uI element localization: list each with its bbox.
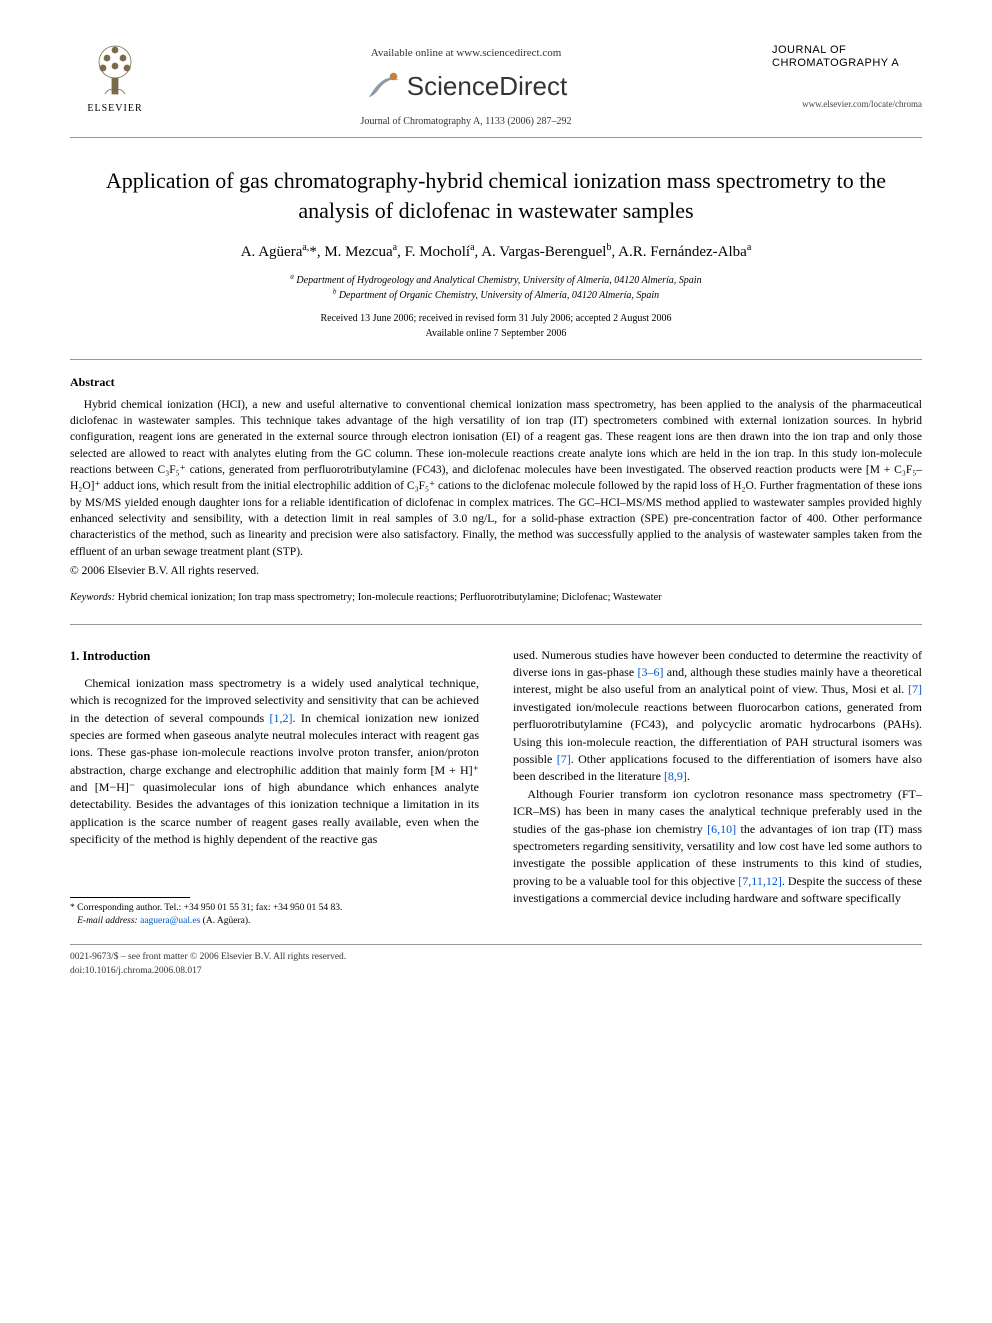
journal-citation-line: Journal of Chromatography A, 1133 (2006)… <box>160 115 772 129</box>
abstract-heading: Abstract <box>70 374 922 391</box>
elsevier-logo-block: ELSEVIER <box>70 40 160 116</box>
email-link[interactable]: aaguera@ual.es <box>140 916 200 926</box>
elsevier-tree-icon <box>85 40 145 100</box>
footer-meta: 0021-9673/$ – see front matter © 2006 El… <box>70 951 922 978</box>
available-date: Available online 7 September 2006 <box>426 328 567 339</box>
article-dates: Received 13 June 2006; received in revis… <box>70 311 922 341</box>
sciencedirect-swoosh-icon <box>365 67 403 105</box>
elsevier-label: ELSEVIER <box>87 102 142 116</box>
footnote-separator <box>70 897 190 898</box>
corresponding-author-footnote: * Corresponding author. Tel.: +34 950 01… <box>70 902 479 929</box>
sciencedirect-text: ScienceDirect <box>407 68 567 104</box>
available-online-text: Available online at www.sciencedirect.co… <box>160 46 772 61</box>
journal-name-line1: JOURNAL OF <box>772 44 846 56</box>
affiliation-b: Department of Organic Chemistry, Univers… <box>339 290 659 301</box>
ref-link-3-6[interactable]: [3–6] <box>637 665 663 679</box>
intro-para-2-right: Although Fourier transform ion cyclotron… <box>513 786 922 908</box>
column-right: used. Numerous studies have however been… <box>513 647 922 929</box>
ref-link-7a[interactable]: [7] <box>908 682 922 696</box>
ref-link-1-2[interactable]: [1,2] <box>270 711 293 725</box>
footnote-tel-fax: * Corresponding author. Tel.: +34 950 01… <box>70 902 479 915</box>
abstract-body: Hybrid chemical ionization (HCI), a new … <box>70 397 922 560</box>
divider-top <box>70 359 922 360</box>
column-left: 1. Introduction Chemical ionization mass… <box>70 647 479 929</box>
body-columns: 1. Introduction Chemical ionization mass… <box>70 647 922 929</box>
keywords-line: Keywords: Hybrid chemical ionization; Io… <box>70 591 922 606</box>
keywords-label: Keywords: <box>70 592 115 603</box>
intro-para-1-right: used. Numerous studies have however been… <box>513 647 922 786</box>
email-label: E-mail address: <box>77 916 138 926</box>
title-block: Application of gas chromatography-hybrid… <box>70 166 922 340</box>
doi-line: doi:10.1016/j.chroma.2006.08.017 <box>70 965 922 978</box>
keywords-text: Hybrid chemical ionization; Ion trap mas… <box>118 592 662 603</box>
intro-para-1-left: Chemical ionization mass spectrometry is… <box>70 675 479 849</box>
journal-header: ELSEVIER Available online at www.science… <box>70 40 922 138</box>
received-date: Received 13 June 2006; received in revis… <box>320 313 671 324</box>
email-author-name: (A. Agüera). <box>203 916 251 926</box>
footer-separator: 0021-9673/$ – see front matter © 2006 El… <box>70 944 922 978</box>
abstract-copyright: © 2006 Elsevier B.V. All rights reserved… <box>70 563 922 579</box>
divider-bottom <box>70 624 922 625</box>
authors-list: A. Agüeraa,*, M. Mezcuaa, F. Mocholía, A… <box>70 242 922 263</box>
journal-name: JOURNAL OF CHROMATOGRAPHY A <box>772 44 922 70</box>
journal-name-line2: CHROMATOGRAPHY A <box>772 57 899 69</box>
sciencedirect-logo: ScienceDirect <box>160 67 772 105</box>
affiliations: a Department of Hydrogeology and Analyti… <box>70 273 922 303</box>
right-header: JOURNAL OF CHROMATOGRAPHY A www.elsevier… <box>772 40 922 111</box>
ref-link-6-10[interactable]: [6,10] <box>707 822 736 836</box>
footnote-email-line: E-mail address: aaguera@ual.es (A. Agüer… <box>70 915 479 928</box>
journal-url: www.elsevier.com/locate/chroma <box>772 98 922 111</box>
ref-link-7b[interactable]: [7] <box>557 752 571 766</box>
issn-line: 0021-9673/$ – see front matter © 2006 El… <box>70 951 922 964</box>
ref-link-8-9[interactable]: [8,9] <box>664 769 687 783</box>
center-header: Available online at www.sciencedirect.co… <box>160 40 772 129</box>
abstract-section: Abstract Hybrid chemical ionization (HCI… <box>70 374 922 606</box>
article-title: Application of gas chromatography-hybrid… <box>70 166 922 225</box>
ref-link-7-11-12[interactable]: [7,11,12] <box>738 874 782 888</box>
intro-heading: 1. Introduction <box>70 647 479 665</box>
affiliation-a: Department of Hydrogeology and Analytica… <box>296 275 701 286</box>
